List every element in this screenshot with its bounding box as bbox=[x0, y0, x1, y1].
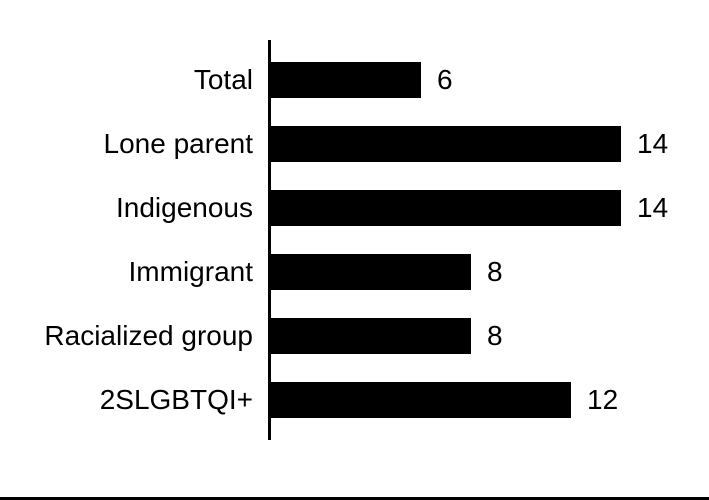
bar bbox=[271, 126, 621, 162]
bar bbox=[271, 254, 471, 290]
value-label: 6 bbox=[437, 64, 453, 96]
value-label: 12 bbox=[587, 384, 618, 416]
category-label: Immigrant bbox=[129, 256, 253, 288]
bar bbox=[271, 382, 571, 418]
category-label: Indigenous bbox=[116, 192, 253, 224]
category-label: Total bbox=[194, 64, 253, 96]
plot-area: Total6Lone parent14Indigenous14Immigrant… bbox=[268, 40, 671, 440]
category-label: 2SLGBTQI+ bbox=[100, 384, 253, 416]
category-label: Lone parent bbox=[104, 128, 253, 160]
bar bbox=[271, 318, 471, 354]
bar bbox=[271, 190, 621, 226]
bar bbox=[271, 62, 421, 98]
value-label: 8 bbox=[487, 320, 503, 352]
category-label: Racialized group bbox=[44, 320, 253, 352]
value-label: 14 bbox=[637, 192, 668, 224]
value-label: 14 bbox=[637, 128, 668, 160]
chart-container: Total 6 Lone parent 14 Indigenous 14 Immigrant… bbox=[0, 0, 709, 500]
value-label: 8 bbox=[487, 256, 503, 288]
